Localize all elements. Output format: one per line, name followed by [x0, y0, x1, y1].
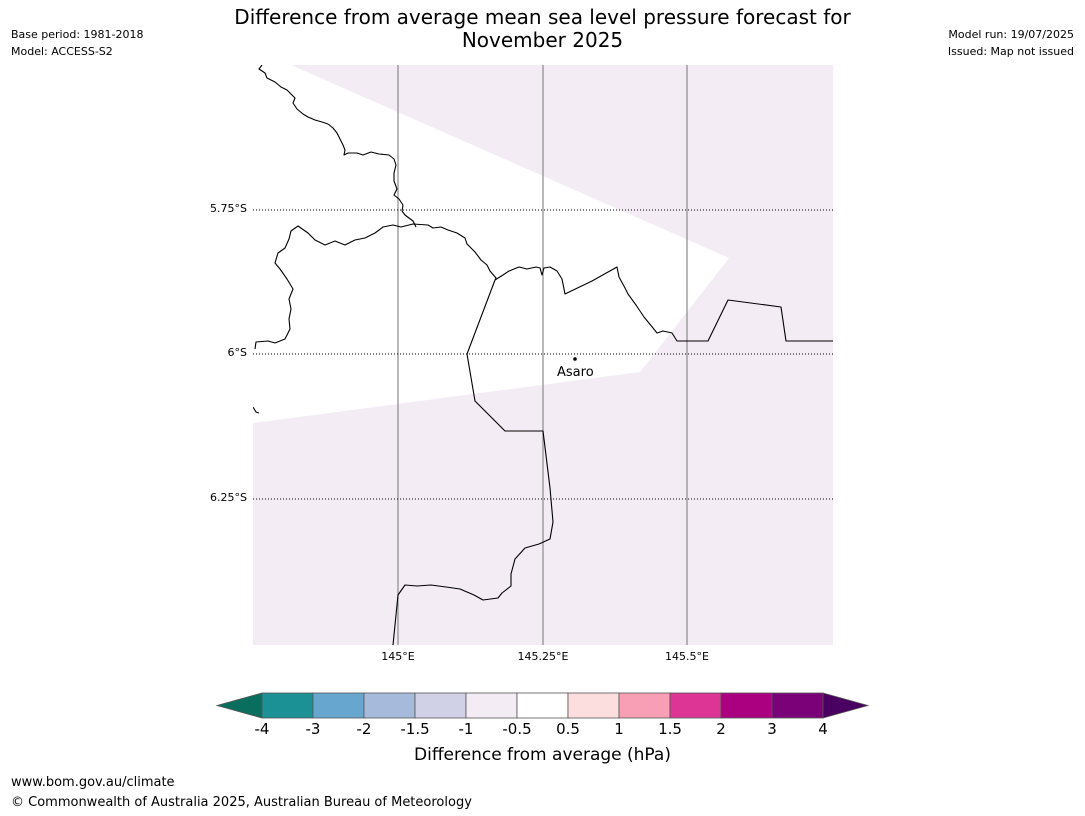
- issued-text: Issued: Map not issued: [947, 45, 1074, 58]
- boundary-south: [392, 279, 554, 645]
- asaro-marker: [573, 357, 577, 361]
- colorbar-segment: [414, 692, 467, 719]
- lat-label-6-25: 6.25°S: [210, 491, 247, 504]
- title-line-1: Difference from average mean sea level p…: [234, 5, 851, 29]
- lon-label-145-5: 145.5°E: [665, 650, 709, 663]
- footer-url: www.bom.gov.au/climate: [11, 775, 175, 790]
- colorbar-segment: [618, 692, 671, 719]
- model-run-text: Model run: 19/07/2025: [948, 28, 1074, 41]
- colorbar-extend-low: [215, 692, 263, 719]
- colorbar-tick-label: -3: [305, 720, 321, 738]
- colorbar-label: Difference from average (hPa): [414, 745, 671, 765]
- boundary-fragment: [253, 406, 260, 414]
- page-title: Difference from average mean sea level p…: [0, 6, 1085, 52]
- colorbar-segment: [363, 692, 416, 719]
- colorbar-segment: [669, 692, 722, 719]
- base-period-text: Base period: 1981-2018: [11, 28, 144, 41]
- colorbar-segment: [771, 692, 824, 719]
- colorbar-tick-label: 1.5: [658, 720, 682, 738]
- colorbar-segment: [516, 692, 569, 719]
- title-line-2: November 2025: [461, 28, 624, 52]
- colorbar-tick-label: -4: [254, 720, 270, 738]
- neutral-region: [253, 65, 729, 423]
- footer-copyright: © Commonwealth of Australia 2025, Austra…: [11, 795, 472, 810]
- colorbar-tick-label: 0.5: [556, 720, 580, 738]
- lon-label-145: 145°E: [381, 650, 415, 663]
- colorbar-extend-high: [822, 692, 870, 719]
- colorbar-segment: [567, 692, 620, 719]
- colorbar-segment: [312, 692, 365, 719]
- boundary-north: [258, 65, 417, 228]
- colorbar-segment: [720, 692, 773, 719]
- colorbar-tick-label: -2: [356, 720, 372, 738]
- colorbar-tick-label: -1.5: [400, 720, 430, 738]
- lat-label-6: 6°S: [227, 346, 247, 359]
- colorbar-tick-label: -0.5: [502, 720, 532, 738]
- colorbar-tick-label: 2: [716, 720, 726, 738]
- colorbar-segment: [465, 692, 518, 719]
- boundary-west: [254, 223, 497, 350]
- map-area: [253, 65, 833, 645]
- boundary-east: [494, 266, 833, 342]
- colorbar-tick-label: 3: [767, 720, 777, 738]
- lon-label-145-25: 145.25°E: [517, 650, 569, 663]
- model-text: Model: ACCESS-S2: [11, 45, 113, 58]
- colorbar-tick-label: 1: [614, 720, 624, 738]
- colorbar-tick-label: 4: [818, 720, 828, 738]
- asaro-label: Asaro: [557, 365, 594, 380]
- colorbar-tick-label: -1: [458, 720, 474, 738]
- colorbar-segment: [261, 692, 314, 719]
- lat-label-5-75: 5.75°S: [210, 202, 247, 215]
